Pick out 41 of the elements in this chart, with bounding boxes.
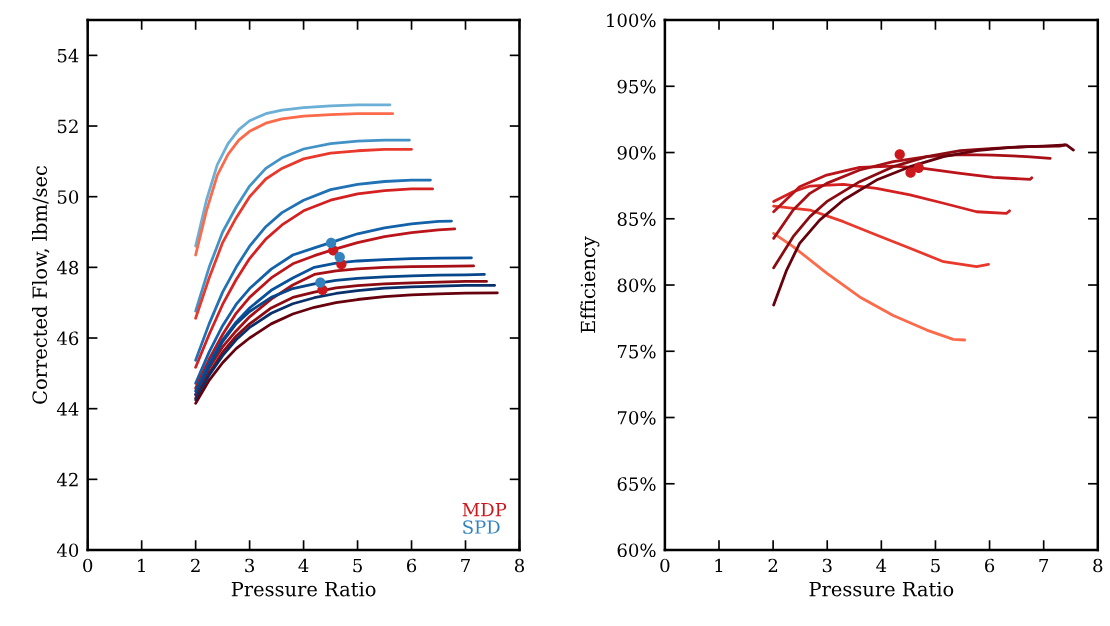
x-tick-label: 3 — [245, 558, 255, 573]
x-tick-label: 4 — [298, 558, 309, 573]
y-tick-label: 95% — [617, 79, 656, 94]
y-tick-label: 46 — [56, 331, 79, 346]
x-tick-label: 0 — [660, 558, 670, 573]
x-tick-label: 8 — [514, 558, 525, 573]
y-axis-title: Corrected Flow, lbm/sec — [32, 166, 50, 404]
x-tick-label: 4 — [876, 558, 887, 573]
y-tick-label: 42 — [56, 472, 78, 487]
y-tick-label: 75% — [617, 344, 656, 359]
y-tick-label: 80% — [617, 278, 656, 293]
x-tick-label: 1 — [138, 558, 145, 573]
x-tick-label: 6 — [985, 558, 995, 573]
x-tick-label: 8 — [1093, 558, 1103, 573]
y-tick-label: 90% — [617, 145, 656, 160]
y-tick-label: 100% — [607, 13, 656, 28]
y-axis-title: Efficiency — [580, 236, 600, 333]
x-tick-label: 5 — [353, 558, 362, 573]
x-tick-label: 2 — [191, 558, 200, 573]
x-tick-label: 3 — [822, 558, 832, 573]
y-tick-label: 70% — [617, 410, 656, 425]
text: SPD — [463, 520, 500, 534]
y-tick-label: 60% — [617, 543, 656, 558]
y-tick-label: 40 — [56, 543, 79, 558]
x-tick-label: 7 — [461, 558, 470, 573]
y-tick-label: 85% — [617, 212, 656, 226]
y-tick-label: 48 — [56, 260, 79, 275]
x-tick-label: 2 — [768, 558, 778, 573]
y-tick-label: 50 — [57, 190, 79, 204]
x-tick-label: 6 — [407, 558, 417, 573]
y-tick-label: 54 — [57, 48, 79, 63]
x-axis-title: Pressure Ratio — [231, 581, 376, 597]
x-tick-label: 7 — [1039, 558, 1049, 573]
x-axis-title: Pressure Ratio — [809, 581, 954, 597]
y-tick-label: 44 — [56, 402, 79, 416]
y-tick-label: 52 — [57, 119, 78, 134]
x-tick-label: 1 — [715, 558, 723, 573]
y-tick-label: 65% — [617, 477, 656, 491]
x-tick-label: 0 — [83, 558, 93, 573]
x-tick-label: 5 — [931, 558, 940, 573]
text: MDP — [462, 502, 507, 517]
